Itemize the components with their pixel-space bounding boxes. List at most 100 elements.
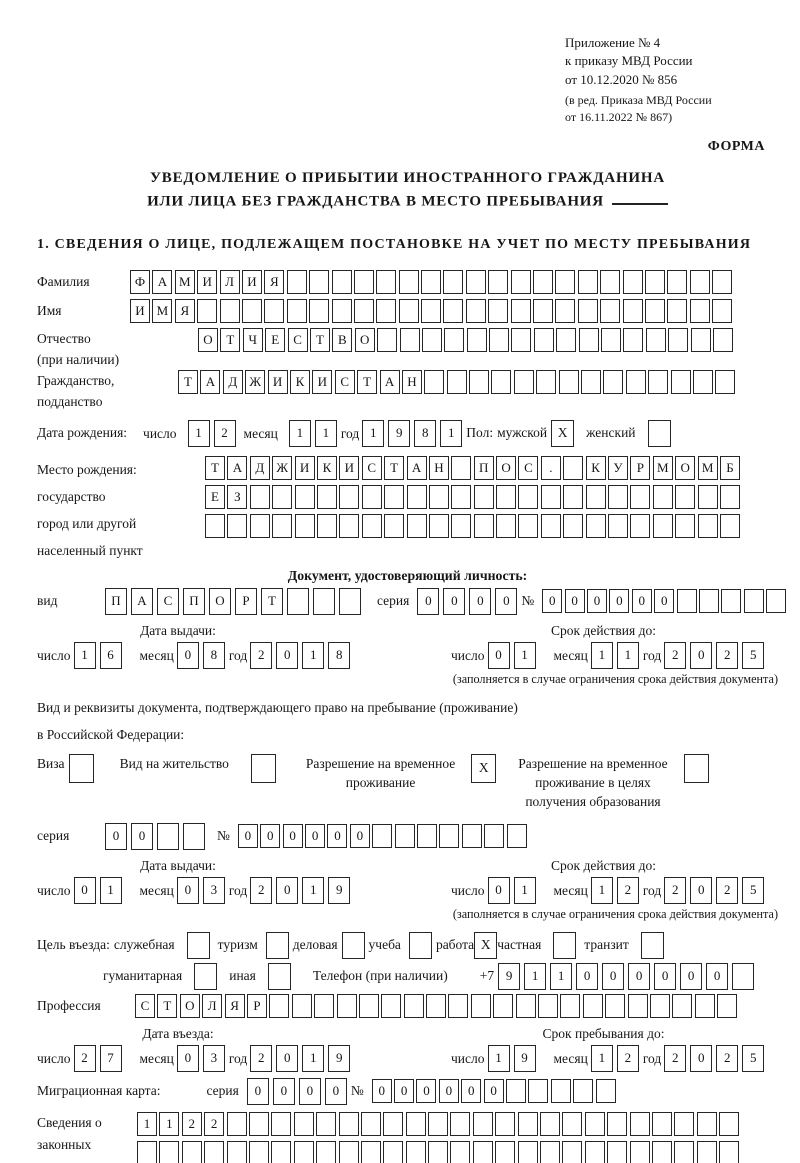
char-cell[interactable] [672,993,693,1018]
char-cell[interactable] [603,369,624,394]
char-cell[interactable]: С [287,327,308,352]
char-cell[interactable]: 1 [314,419,337,447]
char-cell[interactable] [629,1140,650,1163]
purpose-tourism-checkbox[interactable] [265,931,289,959]
char-cell[interactable] [309,298,330,323]
char-cell[interactable]: 0 [417,587,440,615]
char-cell[interactable] [648,369,669,394]
char-cell[interactable] [675,484,696,509]
char-cell[interactable] [360,1111,381,1136]
char-cell[interactable] [424,369,445,394]
char-cell[interactable]: 0 [587,589,608,614]
char-cell[interactable] [384,484,405,509]
char-cell[interactable] [674,1140,695,1163]
char-cell[interactable]: 0 [371,1079,392,1104]
char-cell[interactable]: 0 [349,824,370,849]
char-cell[interactable] [294,484,315,509]
char-cell[interactable]: О [179,993,200,1018]
char-cell[interactable] [205,513,225,538]
char-cell[interactable]: 1 [137,1111,157,1136]
char-cell[interactable] [399,327,420,352]
char-cell[interactable] [286,269,307,294]
char-cell[interactable] [607,1111,628,1136]
char-cell[interactable] [732,962,755,990]
male-checkbox[interactable]: X [551,419,575,447]
char-cell[interactable] [472,1140,493,1163]
char-cell[interactable] [540,1140,561,1163]
char-cell[interactable] [717,993,738,1018]
char-cell[interactable] [360,1140,381,1163]
char-cell[interactable]: 2 [73,1044,96,1072]
char-cell[interactable]: С [135,993,155,1018]
char-cell[interactable] [670,369,691,394]
char-cell[interactable] [406,484,427,509]
edu-permit-checkbox[interactable] [683,753,709,783]
char-cell[interactable]: 0 [327,824,348,849]
char-cell[interactable] [607,1140,628,1163]
char-cell[interactable] [510,298,531,323]
char-cell[interactable] [488,269,509,294]
char-cell[interactable] [698,589,719,614]
char-cell[interactable] [582,993,603,1018]
char-cell[interactable]: 2 [250,641,273,669]
char-cell[interactable]: М [697,455,718,480]
char-cell[interactable] [219,298,240,323]
char-cell[interactable]: 2 [664,641,687,669]
char-cell[interactable]: 0 [282,824,303,849]
char-cell[interactable]: Р [630,455,651,480]
char-cell[interactable] [451,513,472,538]
char-cell[interactable] [421,298,442,323]
char-cell[interactable] [518,484,539,509]
char-cell[interactable] [465,298,486,323]
char-cell[interactable] [622,298,643,323]
char-cell[interactable]: 1 [99,876,122,904]
char-cell[interactable]: 2 [616,876,639,904]
char-cell[interactable]: 1 [73,641,96,669]
char-cell[interactable] [644,298,665,323]
char-cell[interactable]: 0 [706,962,729,990]
char-cell[interactable] [573,1079,594,1104]
char-cell[interactable]: 0 [276,876,299,904]
char-cell[interactable] [316,513,337,538]
char-cell[interactable] [600,269,621,294]
char-cell[interactable]: У [608,455,629,480]
char-cell[interactable] [550,1079,571,1104]
char-cell[interactable]: И [267,369,288,394]
char-cell[interactable]: Н [401,369,422,394]
char-cell[interactable]: А [200,369,221,394]
char-cell[interactable] [448,993,469,1018]
char-cell[interactable] [651,1140,672,1163]
char-cell[interactable] [506,824,527,849]
char-cell[interactable] [336,993,357,1018]
char-cell[interactable]: 0 [483,1079,504,1104]
char-cell[interactable]: 3 [202,1044,225,1072]
char-cell[interactable]: Я [224,993,245,1018]
char-cell[interactable] [488,298,509,323]
char-cell[interactable] [675,513,696,538]
char-cell[interactable]: Т [384,455,405,480]
char-cell[interactable]: А [227,455,248,480]
char-cell[interactable]: О [675,455,696,480]
char-cell[interactable] [692,369,713,394]
char-cell[interactable] [511,327,532,352]
char-cell[interactable]: Т [220,327,241,352]
char-cell[interactable] [533,269,554,294]
char-cell[interactable] [450,1140,471,1163]
char-cell[interactable] [353,269,374,294]
char-cell[interactable] [712,269,733,294]
char-cell[interactable] [601,327,622,352]
char-cell[interactable] [383,1140,404,1163]
char-cell[interactable]: И [197,269,218,294]
char-cell[interactable] [249,513,270,538]
char-cell[interactable]: М [152,298,173,323]
char-cell[interactable]: 9 [513,1044,536,1072]
char-cell[interactable] [696,1111,717,1136]
char-cell[interactable] [743,589,764,614]
char-cell[interactable]: Д [222,369,243,394]
char-cell[interactable]: В [332,327,353,352]
char-cell[interactable] [630,484,651,509]
char-cell[interactable] [652,484,673,509]
char-cell[interactable]: 5 [742,876,765,904]
char-cell[interactable]: 3 [202,876,225,904]
purpose-business-checkbox[interactable] [341,931,365,959]
